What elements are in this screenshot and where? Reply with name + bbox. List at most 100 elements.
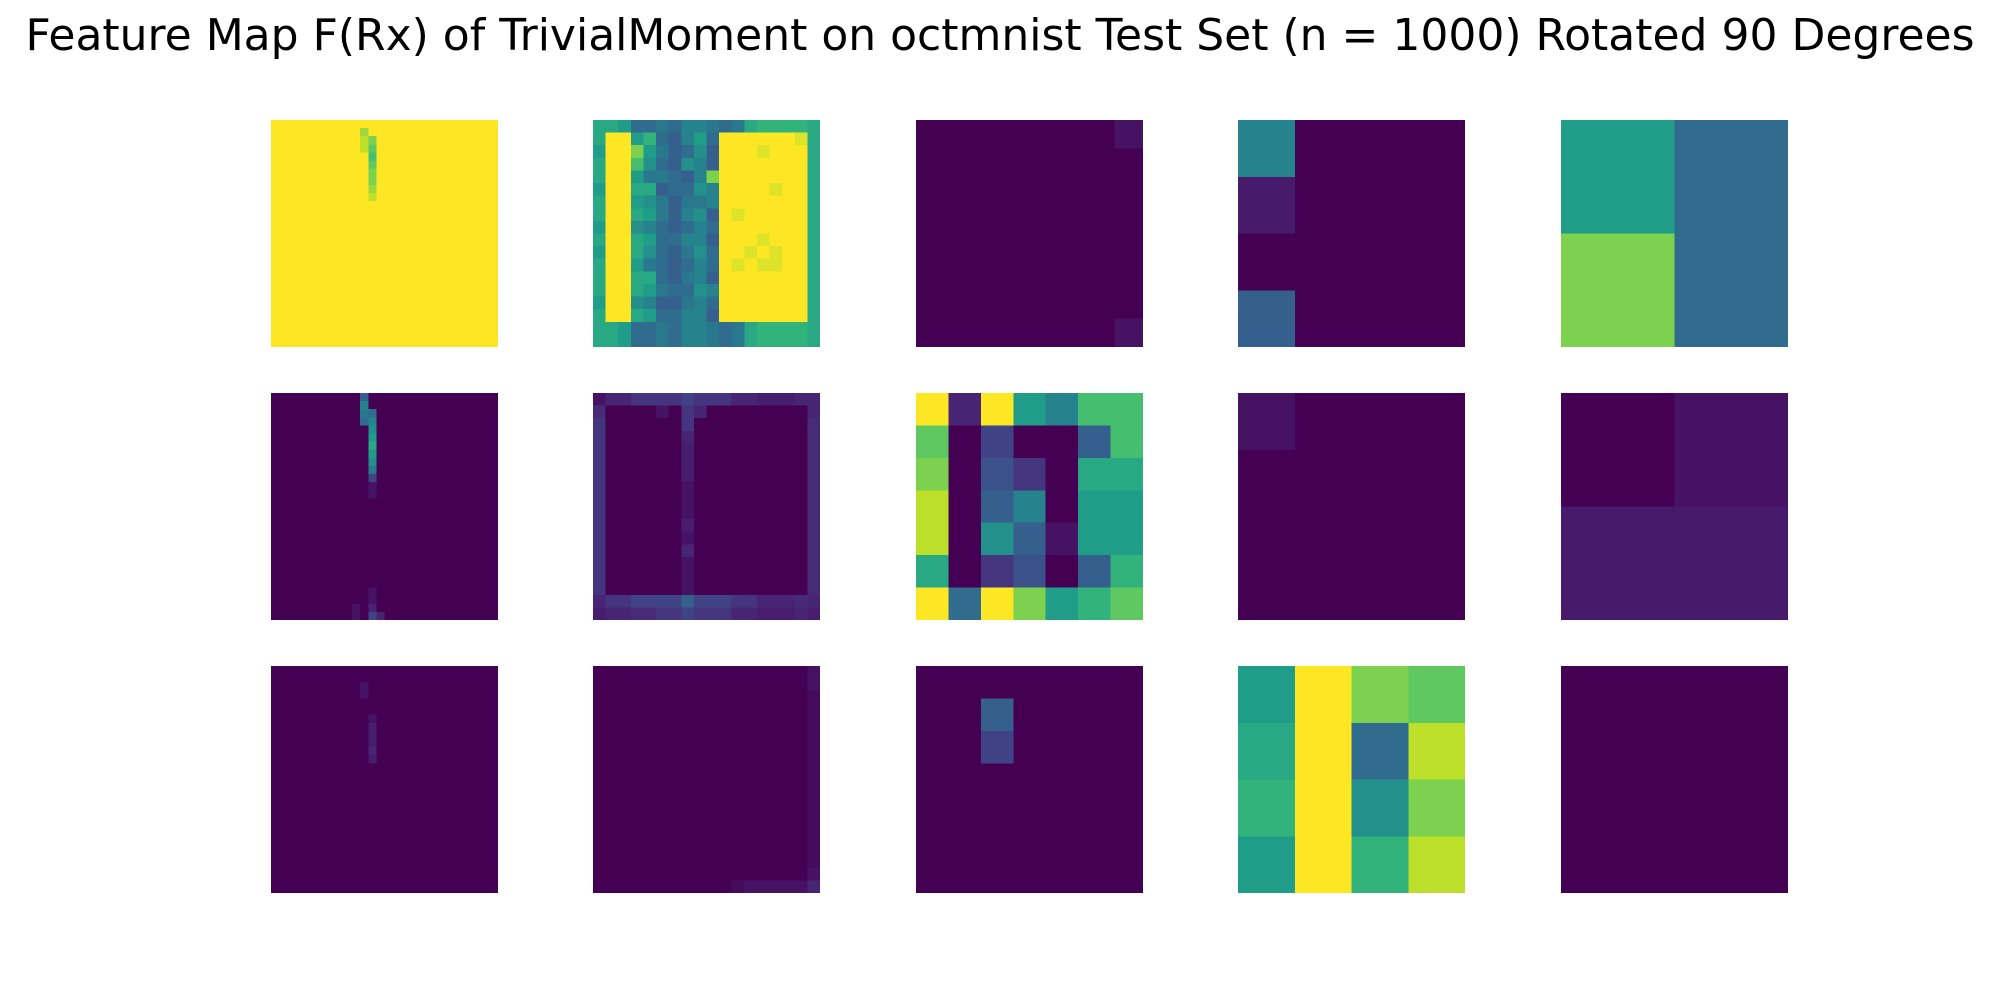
heatmap-cell bbox=[271, 241, 280, 251]
heatmap-svg bbox=[271, 666, 498, 893]
heatmap-cell bbox=[376, 722, 386, 732]
heatmap-cell bbox=[408, 811, 418, 821]
heatmap-cell bbox=[352, 730, 361, 740]
heatmap-cell bbox=[433, 538, 442, 548]
heatmap-cell bbox=[311, 474, 321, 483]
heatmap-cell bbox=[408, 482, 418, 491]
heatmap-cell bbox=[593, 531, 607, 545]
heatmap-cell bbox=[295, 603, 305, 613]
heatmap-cell bbox=[618, 246, 632, 260]
heatmap-cell bbox=[465, 698, 475, 708]
heatmap-cell bbox=[782, 867, 796, 881]
heatmap-cell bbox=[681, 456, 695, 470]
heatmap-cell bbox=[327, 836, 337, 845]
heatmap-cell bbox=[360, 192, 369, 202]
heatmap-cell bbox=[384, 128, 394, 137]
heatmap-cell bbox=[744, 569, 758, 583]
heatmap-cell bbox=[457, 433, 467, 443]
heatmap-cell bbox=[271, 836, 280, 845]
heatmap-cell bbox=[303, 836, 313, 845]
heatmap-cell bbox=[384, 298, 394, 308]
heatmap-cell bbox=[408, 738, 418, 748]
heatmap-cell bbox=[287, 666, 296, 675]
heatmap-cell bbox=[489, 538, 498, 548]
heatmap-cell bbox=[457, 747, 467, 756]
heatmap-cell bbox=[303, 803, 313, 813]
heatmap-cell bbox=[481, 682, 491, 691]
heatmap-cell bbox=[343, 538, 353, 548]
heatmap-cell bbox=[441, 417, 450, 427]
heatmap-cell bbox=[457, 803, 467, 813]
heatmap-cell bbox=[731, 456, 745, 470]
heatmap-cell bbox=[782, 405, 796, 419]
heatmap-cell bbox=[433, 144, 442, 154]
heatmap-cell bbox=[352, 233, 361, 243]
heatmap-cell bbox=[425, 490, 434, 499]
heatmap-cell bbox=[643, 829, 657, 844]
heatmap-cell bbox=[481, 666, 491, 675]
heatmap-cell bbox=[693, 334, 708, 347]
heatmap-cell bbox=[744, 456, 758, 470]
heatmap-cell bbox=[656, 779, 670, 793]
heatmap-cell bbox=[319, 820, 329, 829]
heatmap-cell bbox=[279, 603, 288, 613]
heatmap-cell bbox=[311, 314, 321, 324]
heatmap-cell bbox=[473, 779, 483, 789]
heatmap-cell bbox=[368, 674, 377, 683]
heatmap-cell bbox=[279, 217, 288, 226]
heatmap-cell bbox=[303, 217, 313, 226]
heatmap-cell bbox=[693, 309, 708, 323]
feature-map-panel-r3-c1 bbox=[271, 666, 498, 893]
heatmap-cell bbox=[287, 779, 296, 789]
heatmap-cell bbox=[441, 714, 450, 724]
heatmap-cell bbox=[441, 282, 450, 291]
heatmap-cell bbox=[295, 152, 305, 162]
heatmap-cell bbox=[481, 176, 491, 186]
heatmap-cell bbox=[287, 282, 296, 291]
heatmap-cell bbox=[489, 409, 498, 418]
heatmap-cell bbox=[1078, 828, 1112, 862]
heatmap-cell bbox=[1294, 563, 1353, 620]
heatmap-cell bbox=[706, 754, 720, 768]
heatmap-cell bbox=[352, 571, 361, 581]
heatmap-cell bbox=[441, 763, 450, 772]
heatmap-cell bbox=[1294, 233, 1353, 291]
heatmap-cell bbox=[807, 666, 820, 680]
heatmap-cell bbox=[360, 176, 369, 186]
heatmap-cell bbox=[782, 855, 796, 869]
heatmap-cell bbox=[279, 490, 288, 499]
heatmap-cell bbox=[489, 811, 498, 821]
heatmap-cell bbox=[400, 682, 410, 691]
heatmap-cell bbox=[1561, 779, 1676, 893]
heatmap-cell bbox=[593, 766, 607, 781]
heatmap-cell bbox=[441, 274, 450, 283]
heatmap-cell bbox=[433, 763, 442, 772]
heatmap-cell bbox=[287, 201, 296, 210]
heatmap-cell bbox=[668, 157, 682, 172]
heatmap-cell bbox=[384, 498, 394, 508]
heatmap-cell bbox=[271, 498, 280, 508]
heatmap-cell bbox=[1294, 120, 1353, 178]
heatmap-cell bbox=[425, 449, 434, 459]
heatmap-cell bbox=[465, 152, 475, 162]
heatmap-cell bbox=[449, 144, 459, 154]
heatmap-cell bbox=[593, 666, 607, 680]
heatmap-cell bbox=[384, 176, 394, 186]
heatmap-cell bbox=[681, 468, 695, 482]
heatmap-cell bbox=[295, 506, 305, 516]
heatmap-cell bbox=[360, 144, 369, 154]
heatmap-cell bbox=[343, 314, 353, 324]
heatmap-cell bbox=[457, 393, 467, 402]
feature-map-panel-r1-c4 bbox=[1238, 120, 1465, 347]
heatmap-cell bbox=[425, 192, 434, 202]
heatmap-cell bbox=[1110, 763, 1143, 797]
heatmap-cell bbox=[593, 220, 607, 235]
heatmap-cell bbox=[416, 465, 426, 475]
heatmap-cell bbox=[384, 393, 394, 402]
heatmap-cell bbox=[343, 144, 353, 154]
heatmap-cell bbox=[360, 217, 369, 226]
heatmap-cell bbox=[279, 184, 288, 194]
heatmap-cell bbox=[376, 257, 386, 267]
heatmap-cell bbox=[630, 296, 645, 310]
heatmap-cell bbox=[756, 506, 771, 520]
